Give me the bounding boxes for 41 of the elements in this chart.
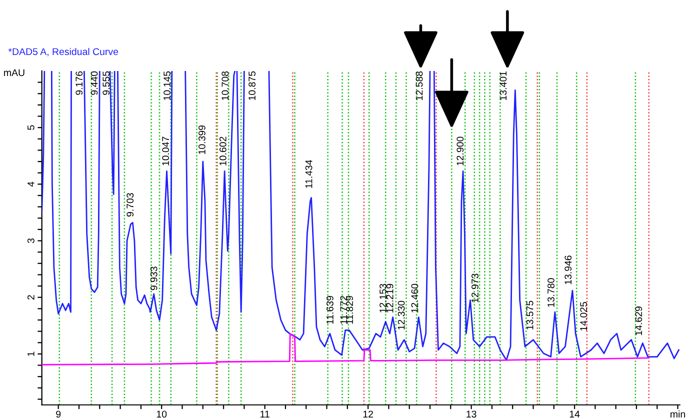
annotation: 12.219 xyxy=(386,284,394,312)
y-tick-label: 2 xyxy=(27,295,34,300)
annotation: 14.025 xyxy=(580,302,588,331)
annotation: 13.575 xyxy=(526,300,534,330)
y-tick-label: 3 xyxy=(27,238,34,244)
annotation: 12.973 xyxy=(472,274,478,302)
annotation: 11.772 xyxy=(340,296,348,324)
annotation: 9.703 xyxy=(126,193,134,217)
annotation: 12.588 xyxy=(416,71,423,100)
x-tick-label: 14 xyxy=(570,410,580,418)
annotation: 11.639 xyxy=(326,296,334,324)
annotation: 10.145 xyxy=(164,71,170,100)
annotation: 9.555 xyxy=(102,71,110,95)
y-tick-label: 5 xyxy=(28,125,34,130)
annotation: 13.780 xyxy=(548,278,554,307)
annotation: 11.434 xyxy=(305,160,312,188)
annotation: 13.946 xyxy=(564,256,572,284)
annotation: 12.330 xyxy=(398,300,405,330)
x-tick-label: 10 xyxy=(156,410,167,418)
annotation: 10.708 xyxy=(222,71,229,100)
annotation: 10.399 xyxy=(198,125,206,154)
y-tick-label: 4 xyxy=(28,182,34,187)
y-axis-title: mAU xyxy=(4,69,24,76)
annotation: 9.176 xyxy=(76,71,83,95)
x-tick-label: 12 xyxy=(363,410,373,418)
chart-title: *DAD5 A, Residual Curve xyxy=(8,48,118,56)
annotation: 10.875 xyxy=(248,71,256,100)
annotation: 12.460 xyxy=(411,284,418,312)
x-tick-label: min xyxy=(670,410,685,418)
annotation: 12.153 xyxy=(380,284,386,312)
y-tick-label: 1 xyxy=(28,352,34,356)
annotation: 10.047 xyxy=(162,136,170,166)
annotation: 13.401 xyxy=(500,71,507,100)
annotation: 10.602 xyxy=(219,136,226,166)
annotation: 9.440 xyxy=(90,71,98,95)
annotation: 12.900 xyxy=(456,136,464,166)
annotation: 9.933 xyxy=(150,266,158,290)
annotation: 14.629 xyxy=(635,306,642,336)
x-tick-label: 13 xyxy=(466,410,476,418)
x-tick-label: 9 xyxy=(56,410,61,418)
x-tick-label: 11 xyxy=(260,410,270,418)
